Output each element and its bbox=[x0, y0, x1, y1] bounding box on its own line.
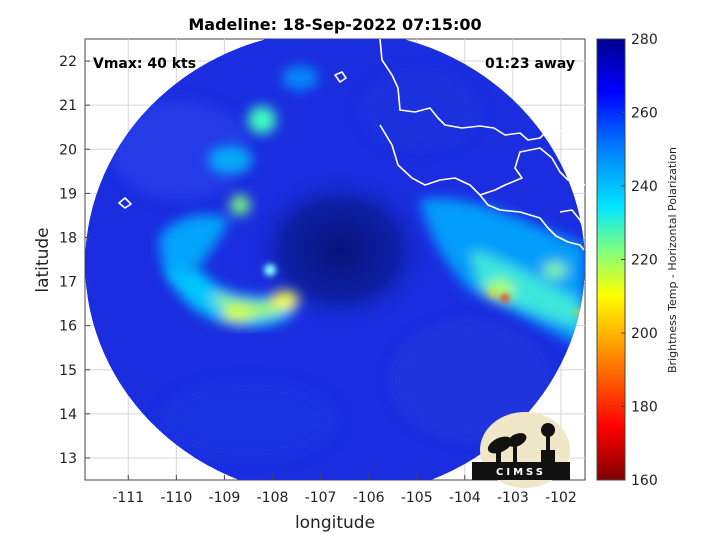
y-tick-label: 22 bbox=[59, 54, 77, 70]
colorbar-tick-label: 180 bbox=[631, 400, 658, 416]
y-tick-label: 20 bbox=[59, 142, 77, 158]
satellite-swath bbox=[85, 39, 585, 480]
colorbar-tick-labels: 160 180 200 220 240 260 280 bbox=[621, 32, 658, 489]
x-tick-label: -104 bbox=[449, 490, 481, 506]
x-tick-label: -111 bbox=[112, 490, 144, 506]
coast-segment bbox=[559, 209, 585, 229]
mexico-coast bbox=[379, 39, 585, 145]
y-tick-label: 16 bbox=[59, 319, 77, 335]
rain-band-northwest bbox=[208, 66, 318, 174]
coast-segment bbox=[479, 194, 585, 251]
x-tick-labels: -111 -110 -109 -108 -107 -106 -105 -104 -103 -102 bbox=[112, 475, 577, 506]
x-tick-label: -109 bbox=[209, 490, 241, 506]
colorbar-label: Brightness Temp - Horizontal Polarizatio… bbox=[666, 147, 679, 373]
chart-title: Madeline: 18-Sep-2022 07:15:00 bbox=[188, 15, 481, 34]
storm-core bbox=[245, 170, 435, 330]
time-away-label: 01:23 away bbox=[485, 56, 575, 72]
island-east bbox=[334, 71, 347, 83]
vmax-label: Vmax: 40 kts bbox=[93, 56, 196, 72]
x-tick-label: -105 bbox=[401, 490, 433, 506]
colorbar-tick-label: 240 bbox=[631, 179, 658, 195]
y-tick-label: 13 bbox=[59, 451, 77, 467]
x-tick-label: -108 bbox=[257, 490, 289, 506]
colorbar-tick-label: 160 bbox=[631, 473, 658, 489]
x-tick-label: -107 bbox=[305, 490, 337, 506]
y-tick-label: 18 bbox=[59, 230, 77, 246]
y-axis-label: latitude bbox=[33, 227, 53, 292]
x-tick-label: -102 bbox=[545, 490, 577, 506]
y-tick-label: 17 bbox=[59, 275, 77, 291]
x-tick-label: -110 bbox=[160, 490, 192, 506]
logo-text: CIMSS bbox=[496, 467, 546, 478]
colorbar bbox=[596, 38, 626, 481]
rain-band-south bbox=[165, 265, 299, 327]
colorbar-tick-label: 280 bbox=[631, 32, 658, 48]
rain-cells bbox=[264, 264, 581, 315]
colorbar-tick-label: 200 bbox=[631, 326, 658, 342]
logo-silhouette bbox=[487, 423, 555, 462]
coast-segment bbox=[379, 124, 585, 196]
rain-band-east bbox=[420, 198, 585, 350]
y-tick-labels: 13 14 15 16 17 18 19 20 21 22 bbox=[59, 54, 90, 467]
colorbar-tick-label: 260 bbox=[631, 106, 658, 122]
colorbar-tick-label: 220 bbox=[631, 253, 658, 269]
coastline bbox=[118, 39, 585, 251]
x-axis-label: longitude bbox=[295, 513, 375, 533]
swath-texture bbox=[110, 70, 550, 460]
x-tick-label: -106 bbox=[353, 490, 385, 506]
island-west bbox=[118, 197, 132, 209]
cimss-logo: CIMSS bbox=[472, 412, 570, 488]
x-tick-label: -103 bbox=[497, 490, 529, 506]
y-tick-label: 21 bbox=[59, 98, 77, 114]
rain-band-west bbox=[159, 195, 250, 285]
y-tick-label: 19 bbox=[59, 186, 77, 202]
y-tick-label: 14 bbox=[59, 407, 77, 423]
y-tick-label: 15 bbox=[59, 363, 77, 379]
logo-banner bbox=[472, 462, 570, 480]
